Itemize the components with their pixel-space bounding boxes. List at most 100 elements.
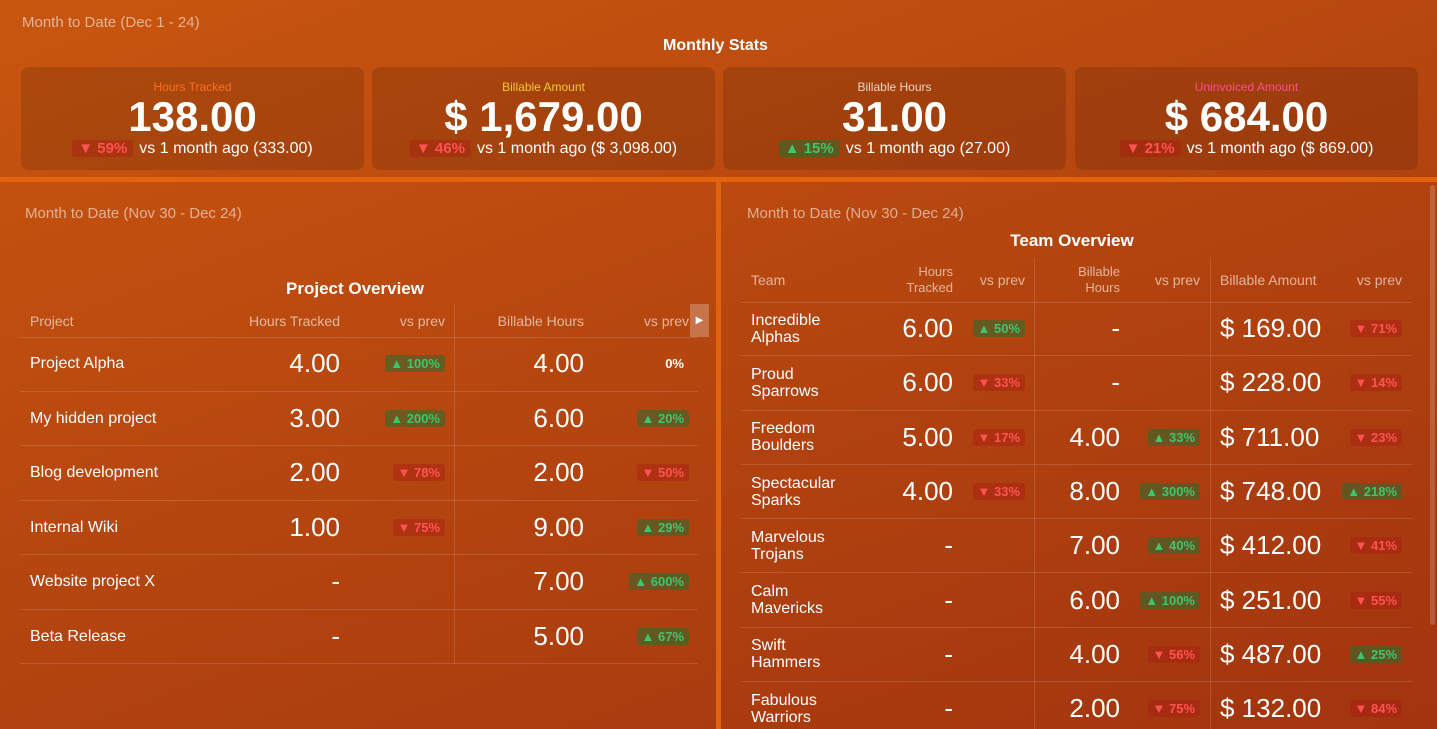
table-cell: $ 251.00: [1220, 574, 1335, 627]
metric-value: 6.00: [533, 402, 584, 433]
table-cell: ▼ 75%: [350, 501, 445, 555]
metric-value: -: [1111, 367, 1120, 398]
table-cell: ▼ 33%: [960, 356, 1025, 409]
table-cell: 6.00: [1040, 574, 1120, 627]
scroll-right-button[interactable]: ▶: [690, 304, 709, 337]
table-cell: 7.00: [460, 555, 584, 609]
row-name: Proud Sparrows: [751, 365, 819, 400]
section-title: Team Overview: [1010, 231, 1134, 250]
table-cell: Proud Sparrows: [751, 356, 861, 409]
table-row: Marvelous Trojans - 7.00 ▲ 40% $ 412.00 ▼ 41%: [741, 519, 1412, 574]
row-name: Blog development: [30, 464, 159, 482]
column-separator: [1034, 258, 1035, 729]
table-cell: $ 412.00: [1220, 519, 1335, 572]
metric-value: $ 132.00: [1220, 693, 1322, 724]
table-cell: ▲ 50%: [960, 302, 1025, 355]
metric-value: -: [1111, 313, 1120, 344]
table-cell: ▲ 20%: [590, 392, 689, 446]
table-cell: Marvelous Trojans: [751, 519, 861, 572]
table-cell: -: [220, 610, 340, 664]
table-cell: -: [870, 682, 953, 729]
column-header: Billable Amount: [1220, 272, 1317, 288]
table-cell: 2.00: [460, 446, 584, 500]
column-header: Project: [30, 312, 74, 329]
change-badge: ▼ 59%: [72, 140, 134, 157]
metric-value: 4.00: [1069, 638, 1120, 669]
table-header: Project Hours Tracked vs prev Billable Hour…: [20, 304, 698, 338]
table-cell: $ 169.00: [1220, 302, 1335, 355]
table-cell: 4.00: [460, 337, 584, 391]
table-cell: Fabulous Warriors: [751, 682, 861, 729]
table-cell: -: [870, 519, 953, 572]
row-name: Website project X: [30, 573, 156, 591]
row-name: Swift Hammers: [751, 637, 821, 672]
column-header: Hours Tracked: [248, 312, 340, 329]
table-row: Calm Mavericks - 6.00 ▲ 100% $ 251.00 ▼ 55%: [741, 574, 1412, 628]
metric-value: -: [944, 530, 953, 561]
metric-value: $ 412.00: [1220, 530, 1322, 561]
table-row: Beta Release - 5.00 ▲ 67%: [20, 610, 698, 664]
change-badge: ▲ 50%: [972, 320, 1025, 338]
column-header: vs prev: [399, 312, 445, 329]
table-cell: 2.00: [220, 446, 340, 500]
metric-value: 1.00: [289, 511, 340, 542]
table-row: Website project X - 7.00 ▲ 600%: [20, 555, 698, 610]
table-cell: 6.00: [870, 356, 953, 409]
change-badge: ▲ 33%: [1147, 428, 1200, 446]
change-badge: ▼ 46%: [409, 140, 471, 157]
stat-label: Billable Amount: [502, 80, 585, 94]
metric-value: 7.00: [533, 566, 584, 597]
table-cell: 6.00: [870, 302, 953, 355]
row-name: Beta Release: [30, 627, 127, 645]
stat-card: Uninvoiced Amount $ 684.00 ▼ 21% vs 1 month…: [1075, 67, 1418, 170]
change-badge: ▼ 23%: [1349, 428, 1402, 446]
table-cell: Project Alpha: [30, 337, 230, 391]
row-name: Spectacular Sparks: [751, 474, 836, 509]
table-cell: 4.00: [870, 465, 953, 518]
stat-comparison: ▼ 59% vs 1 month ago (333.00): [21, 140, 364, 158]
stat-label: Billable Hours: [857, 80, 932, 94]
metric-value: 6.00: [902, 367, 953, 398]
table-cell: 5.00: [870, 411, 953, 464]
metric-value: $ 748.00: [1220, 476, 1322, 507]
change-badge: ▲ 25%: [1349, 645, 1402, 663]
table-cell: ▲ 600%: [590, 555, 689, 609]
metric-value: 4.00: [289, 348, 340, 379]
table-cell: ▼ 14%: [1340, 356, 1402, 409]
table-cell: 3.00: [220, 392, 340, 446]
table-cell: ▲ 100%: [350, 337, 445, 391]
table-row: Fabulous Warriors - 2.00 ▼ 75% $ 132.00 ▼ 84%: [741, 682, 1412, 729]
metric-value: $ 169.00: [1220, 313, 1322, 344]
change-badge: ▲ 40%: [1147, 537, 1200, 555]
metric-value: $ 487.00: [1220, 638, 1322, 669]
table-cell: 7.00: [1040, 519, 1120, 572]
table-cell: $ 132.00: [1220, 682, 1335, 729]
change-badge: ▼ 84%: [1349, 700, 1402, 718]
metric-value: -: [944, 638, 953, 669]
scrollbar[interactable]: [1430, 185, 1435, 625]
table-row: Blog development 2.00 ▼ 78% 2.00 ▼ 50%: [20, 446, 698, 501]
table-cell: ▲ 67%: [590, 610, 689, 664]
table-cell: ▲ 25%: [1340, 628, 1402, 681]
table-row: Incredible Alphas 6.00 ▲ 50% - $ 169.00 ▼ 71%: [741, 302, 1412, 357]
table-cell: Calm Mavericks: [751, 574, 861, 627]
change-badge: ▲ 218%: [1342, 483, 1402, 501]
change-badge: ▲ 600%: [629, 573, 689, 591]
metric-value: 6.00: [902, 313, 953, 344]
metric-value: 2.00: [289, 457, 340, 488]
table-cell: ▼ 71%: [1340, 302, 1402, 355]
divider: [716, 182, 721, 729]
table-cell: ▼ 50%: [590, 446, 689, 500]
change-badge: ▼ 78%: [392, 464, 445, 482]
period: Month to Date (Nov 30 - Dec 24): [25, 205, 242, 222]
column-header: Billable Hours: [1078, 264, 1120, 295]
change-badge: ▼ 55%: [1349, 591, 1402, 609]
change-badge: 0%: [665, 356, 684, 372]
row-name: Internal Wiki: [30, 518, 119, 536]
stat-value: 31.00: [841, 93, 948, 140]
table-cell: ▲ 33%: [1128, 411, 1200, 464]
column-header: Billable Hours: [497, 312, 584, 329]
stat-card: Billable Hours 31.00 ▲ 15% vs 1 month ago (…: [723, 67, 1066, 170]
table-cell: ▼ 23%: [1340, 411, 1402, 464]
